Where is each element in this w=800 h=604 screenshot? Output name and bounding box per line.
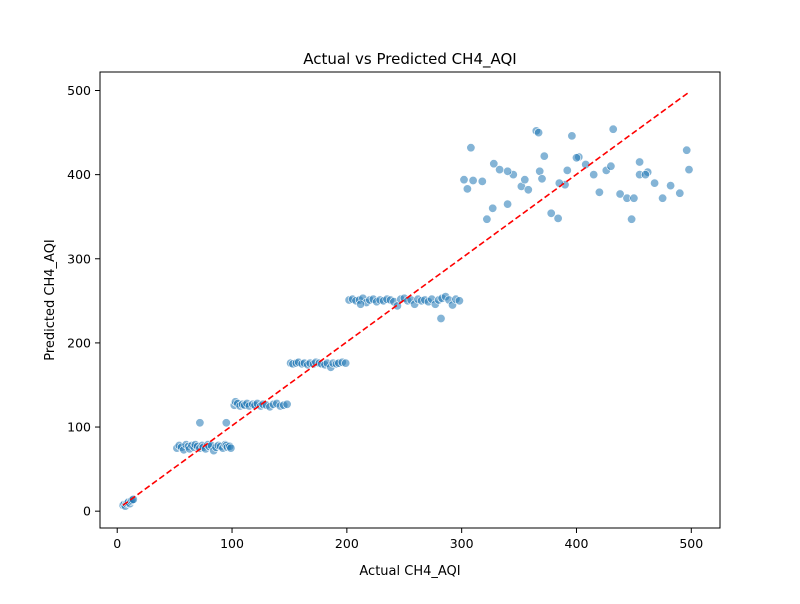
data-point <box>226 443 236 453</box>
data-point <box>666 181 676 191</box>
data-point <box>462 184 472 194</box>
data-point <box>658 193 668 203</box>
chart-title: Actual vs Predicted CH4_AQI <box>303 50 516 69</box>
data-point <box>615 189 625 199</box>
data-point <box>589 170 599 180</box>
data-point <box>546 208 556 218</box>
data-point <box>341 358 351 368</box>
data-point <box>627 214 637 224</box>
data-point <box>629 193 639 203</box>
x-tick-label: 200 <box>335 536 359 551</box>
data-point <box>675 188 685 198</box>
x-axis-label: Actual CH4_AQI <box>359 564 460 579</box>
data-point <box>221 418 231 428</box>
data-point <box>534 128 544 138</box>
data-point <box>477 176 487 186</box>
data-point <box>635 157 645 167</box>
data-point <box>640 170 650 180</box>
data-point <box>682 145 692 155</box>
data-point <box>195 418 205 428</box>
data-point <box>539 151 549 161</box>
data-point <box>562 165 572 175</box>
data-point <box>594 187 604 197</box>
data-point <box>537 174 547 184</box>
data-point <box>553 213 563 223</box>
y-tick-label: 500 <box>67 83 91 98</box>
data-point <box>482 214 492 224</box>
data-point <box>606 161 616 171</box>
data-point <box>128 494 138 504</box>
y-tick-label: 300 <box>67 251 91 266</box>
data-point <box>571 153 581 163</box>
data-point <box>282 399 292 409</box>
data-point <box>436 313 446 323</box>
x-tick-label: 500 <box>679 536 703 551</box>
data-point <box>535 166 545 176</box>
data-point <box>503 199 513 209</box>
plot-area: 0 100 200 300 400 500 0 100 200 300 400 500 <box>67 71 721 551</box>
axes-frame <box>99 71 721 529</box>
data-point <box>567 131 577 141</box>
data-point <box>503 166 513 176</box>
data-point <box>608 124 618 134</box>
data-point <box>520 175 530 185</box>
data-point <box>650 178 660 188</box>
data-point <box>523 185 533 195</box>
x-tick-label: 0 <box>113 536 121 551</box>
data-point <box>356 299 366 309</box>
y-tick-label: 100 <box>67 420 91 435</box>
y-axis-label: Predicted CH4_AQI <box>43 239 58 361</box>
data-point <box>495 165 505 175</box>
data-point <box>466 143 476 153</box>
y-tick-label: 400 <box>67 167 91 182</box>
y-tick-label: 200 <box>67 335 91 350</box>
data-point <box>454 296 464 306</box>
y-tick-label: 0 <box>83 504 91 519</box>
x-tick-label: 300 <box>450 536 474 551</box>
data-point <box>468 176 478 186</box>
x-tick-label: 400 <box>565 536 589 551</box>
data-point <box>684 165 694 175</box>
data-point <box>488 203 498 213</box>
x-tick-label: 100 <box>220 536 244 551</box>
data-point <box>459 175 469 185</box>
data-point <box>489 159 499 169</box>
